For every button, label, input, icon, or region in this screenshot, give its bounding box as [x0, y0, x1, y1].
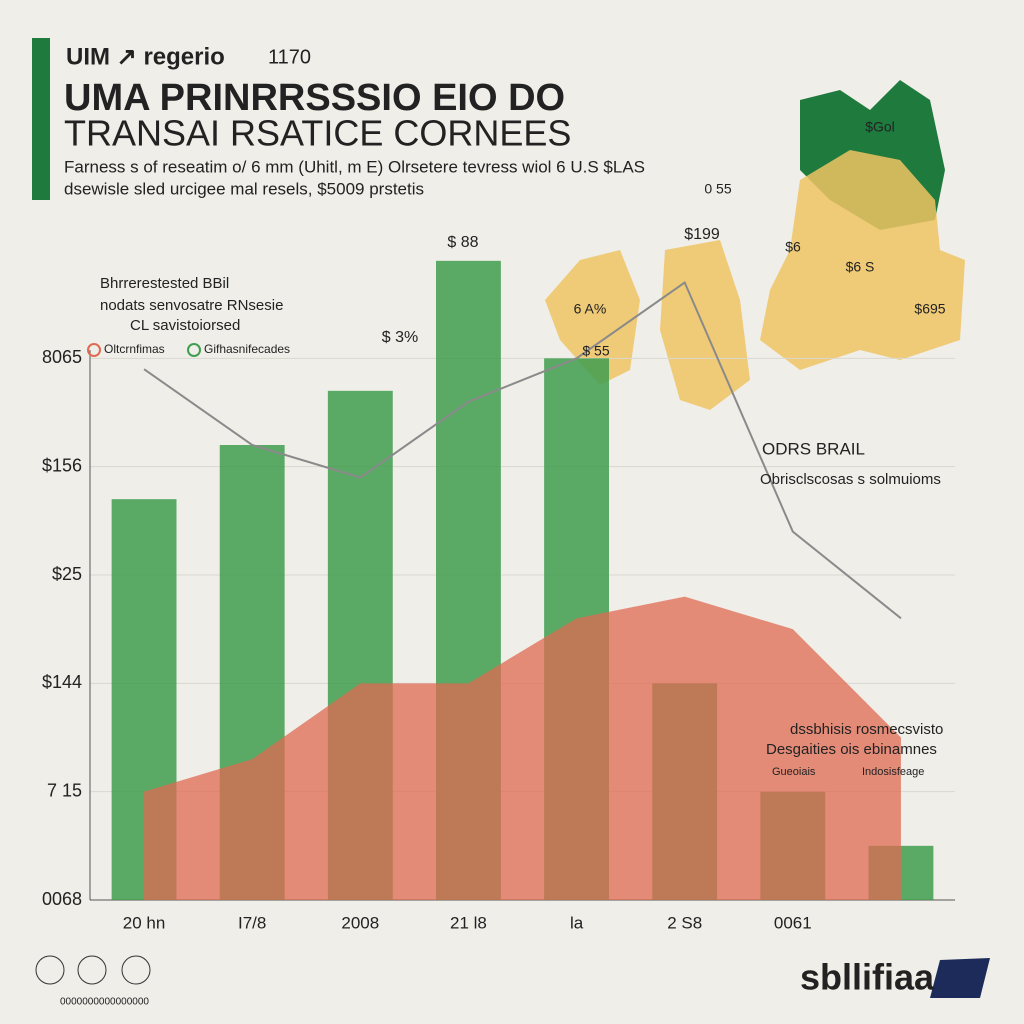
brand-mark — [930, 958, 990, 998]
legend-title: CL savistoiorsed — [130, 317, 240, 334]
y-tick-label: 0068 — [42, 889, 82, 909]
annotation: $199 — [684, 226, 720, 243]
map — [545, 80, 965, 410]
legend-label: Oltcrnfimas — [104, 342, 165, 356]
y-tick-label: $25 — [52, 564, 82, 584]
footer-small: 0000000000000000 — [60, 997, 149, 1008]
legend-swatch — [187, 343, 201, 357]
x-tick-label: la — [570, 913, 584, 932]
map-region — [545, 250, 640, 385]
x-tick-label: 0061 — [774, 913, 812, 932]
map-label: $695 — [914, 301, 945, 317]
legend-label: Gifhasnifecades — [204, 342, 290, 356]
map-region — [660, 240, 750, 410]
title-line: UMA PRINRRSSSIO EIO DO — [64, 77, 565, 119]
map-label: 0 55 — [704, 181, 731, 197]
map-region — [760, 150, 965, 370]
x-tick-label: 21 l8 — [450, 913, 487, 932]
map-label: $ 55 — [582, 343, 609, 359]
side-note: Desgaities ois ebinamnes — [766, 741, 937, 758]
map-label: $6 — [785, 239, 801, 255]
x-tick-label: 2008 — [341, 913, 379, 932]
side-note: Gueoiais — [772, 766, 816, 778]
y-tick-label: $144 — [42, 672, 82, 692]
kicker: UIM ↗ regerio — [66, 43, 225, 70]
map-label: $6 S — [846, 259, 875, 275]
side-note: Obrisclscosas s solmuioms — [760, 471, 941, 488]
y-tick-label: $156 — [42, 455, 82, 475]
y-tick-label: 8065 — [42, 347, 82, 367]
icon — [121, 955, 151, 985]
accent-bar — [32, 38, 50, 200]
annotation: $ 3% — [382, 329, 418, 346]
legend-swatch — [87, 343, 101, 357]
area — [144, 596, 901, 900]
side-note: Indosisfeage — [862, 766, 924, 778]
subtitle-line: dsewisle sled urcigee mal resels, $5009 … — [64, 179, 424, 198]
side-note: dssbhisis rosmecsvisto — [790, 721, 943, 738]
subtitle-line: Farness s of reseatim o/ 6 mm (Uhitl, m … — [64, 157, 645, 176]
icon — [35, 955, 65, 985]
map-label: 6 A% — [574, 301, 607, 317]
annotation: $ 88 — [447, 234, 478, 251]
legend-title: nodats senvosatre RNsesie — [100, 297, 283, 314]
y-tick-label: 7 15 — [47, 780, 82, 800]
title-line: TRANSAI RSATICE CORNEES — [64, 113, 571, 154]
icon — [77, 955, 107, 985]
x-tick-label: 20 hn — [123, 913, 166, 932]
line — [143, 280, 902, 620]
legend-label: ODRS BRAIL — [762, 439, 865, 458]
map-label: $Gol — [865, 119, 895, 135]
kicker-code: 1170 — [268, 46, 311, 68]
brand: sbllifiaa — [800, 957, 935, 998]
legend-title: Bhrrerestested BBil — [100, 275, 229, 292]
x-tick-label: 2 S8 — [667, 913, 702, 932]
x-tick-label: I7/8 — [238, 913, 266, 932]
